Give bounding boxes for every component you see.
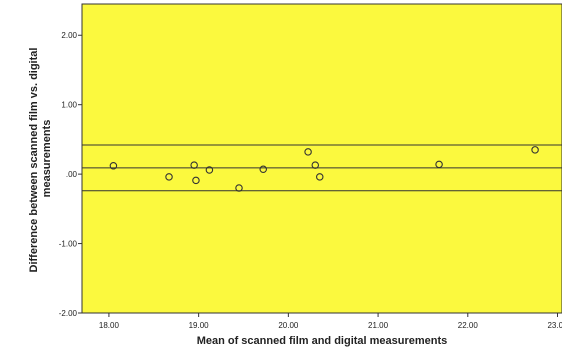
data-point-5: [235, 184, 243, 192]
x-tick-label-1: 19.00: [189, 321, 210, 330]
y-tick-label-4: -2.00: [59, 309, 78, 318]
data-point-9: [316, 173, 324, 181]
data-point-2: [190, 161, 198, 169]
data-point-11: [531, 146, 539, 154]
y-tick-label-2: .00: [66, 170, 78, 179]
y-tick-label-1: 1.00: [61, 101, 77, 110]
data-point-10: [435, 160, 443, 169]
y-axis-label-line-1: Difference between scanned film vs. digi…: [28, 48, 40, 273]
data-point-7: [304, 148, 312, 156]
x-tick-label-2: 20.00: [278, 321, 299, 330]
data-point-8: [311, 161, 320, 169]
x-tick-label-3: 21.00: [368, 321, 389, 330]
data-point-3: [192, 176, 200, 185]
y-axis-label: Difference between scanned film vs. digi…: [28, 44, 53, 272]
data-point-6: [259, 165, 267, 174]
data-point-0: [109, 162, 118, 170]
y-axis-label-line-2: measurements: [41, 120, 53, 198]
data-point-4: [205, 166, 214, 174]
x-tick-label-0: 18.00: [99, 321, 120, 330]
y-tick-label-0: 2.00: [61, 31, 77, 40]
x-axis-label: Mean of scanned film and digital measure…: [197, 335, 448, 347]
data-point-1: [165, 173, 173, 181]
x-tick-label-4: 22.00: [458, 321, 479, 330]
x-axis: 18.00 19.00 20.00 21.00 22.00 23.00: [99, 313, 562, 330]
reference-lines: [82, 144, 562, 192]
data-points: [109, 146, 539, 192]
y-axis: 2.00 1.00 .00 -1.00 -2.00: [59, 31, 82, 318]
plot-area: [81, 3, 562, 314]
y-tick-label-3: -1.00: [59, 240, 78, 249]
x-tick-label-5: 23.00: [547, 321, 562, 330]
